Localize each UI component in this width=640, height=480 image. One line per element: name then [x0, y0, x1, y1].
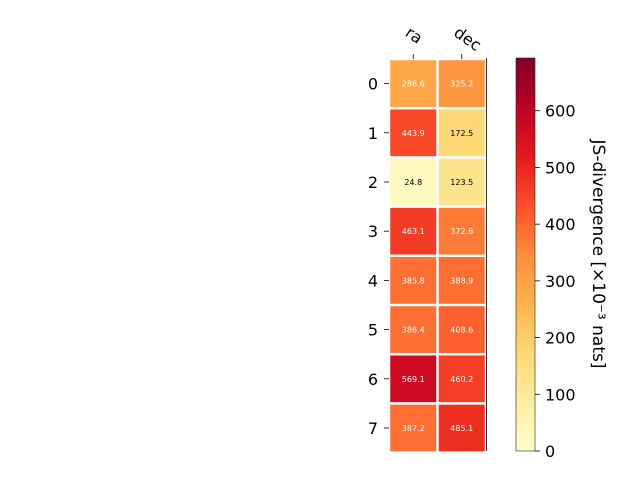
colorbar-tick-label: 300 — [545, 272, 576, 291]
heatmap-cell-1-ra — [390, 109, 437, 157]
heatmap-cell-label: 388.9 — [450, 276, 473, 285]
heatmap-cell-label: 386.4 — [402, 326, 425, 335]
row-tick-label: 3 — [368, 222, 378, 241]
colorbar: 0 100 200 300 400 500 600 — [515, 57, 576, 461]
heatmap-cell-label: 123.5 — [450, 178, 473, 187]
heatmap-cell-label: 172.5 — [450, 129, 473, 138]
heatmap-cell-label: 24.8 — [404, 178, 422, 187]
colorbar-label: JS-divergence [×10⁻³ nats] — [588, 139, 608, 369]
heatmap-cell-label: 387.2 — [402, 424, 425, 433]
column-tick-label: ra — [402, 23, 426, 48]
colorbar-tick-label: 100 — [545, 385, 576, 404]
row-tick-label: 6 — [368, 370, 378, 389]
colorbar-tick-label: 0 — [545, 442, 555, 461]
heatmap-cell-7-ra — [390, 404, 437, 452]
heatmap-cell-label: 485.1 — [450, 424, 473, 433]
heatmap-cell-label: 385.8 — [402, 276, 425, 285]
heatmap-cell-2-ra — [390, 158, 437, 206]
heatmap-cell-label: 286.6 — [402, 80, 425, 89]
heatmap-cell-6-ra — [390, 355, 437, 403]
row-axis: 0 1 2 3 4 5 6 7 — [368, 75, 389, 438]
heatmap-cell-0-ra — [390, 60, 437, 107]
colorbar-gradient — [515, 57, 536, 452]
heatmap-cell-label: 463.1 — [402, 227, 425, 236]
colorbar-tick-label: 400 — [545, 215, 576, 234]
row-tick-label: 7 — [368, 419, 378, 438]
heatmap-cell-label: 443.9 — [402, 129, 425, 138]
heatmap-cell-3-dec — [438, 207, 485, 255]
row-tick-label: 4 — [368, 271, 378, 290]
heatmap-cell-5-dec — [438, 306, 485, 353]
heatmap-cell-labels: 286.6 325.2 443.9 172.5 24.8 123.5 463.1 372.6 3… — [402, 80, 473, 433]
row-tick-label: 0 — [368, 75, 378, 94]
heatmap-cell-label: 460.2 — [450, 375, 473, 384]
row-tick-label: 2 — [368, 173, 378, 192]
heatmap-cell-label: 569.1 — [402, 375, 425, 384]
heatmap-cell-label: 408.6 — [450, 326, 473, 335]
heatmap-cell-2-dec — [438, 158, 485, 206]
colorbar-ticks: 0 100 200 300 400 500 600 — [535, 102, 576, 461]
colorbar-tick-label: 500 — [545, 158, 576, 177]
heatmap-cell-3-ra — [390, 207, 437, 255]
heatmap-cell-0-dec — [438, 60, 485, 107]
heatmap-cell-4-ra — [390, 257, 437, 304]
heatmap-cell-label: 325.2 — [450, 80, 473, 89]
heatmap-cell-7-dec — [438, 404, 485, 452]
heatmap-cell-1-dec — [438, 109, 485, 157]
row-tick-label: 1 — [368, 124, 378, 143]
heatmap-cells — [390, 60, 485, 452]
colorbar-tick-label: 200 — [545, 329, 576, 348]
heatmap-cell-6-dec — [438, 355, 485, 403]
heatmap-cell-label: 372.6 — [450, 227, 473, 236]
colorbar-tick-label: 600 — [545, 102, 576, 121]
row-tick-label: 5 — [368, 321, 378, 340]
heatmap-cell-5-ra — [390, 306, 437, 353]
heatmap-cell-4-dec — [438, 257, 485, 304]
column-tick-label: dec — [450, 23, 484, 55]
column-axis: ra dec — [402, 23, 485, 59]
